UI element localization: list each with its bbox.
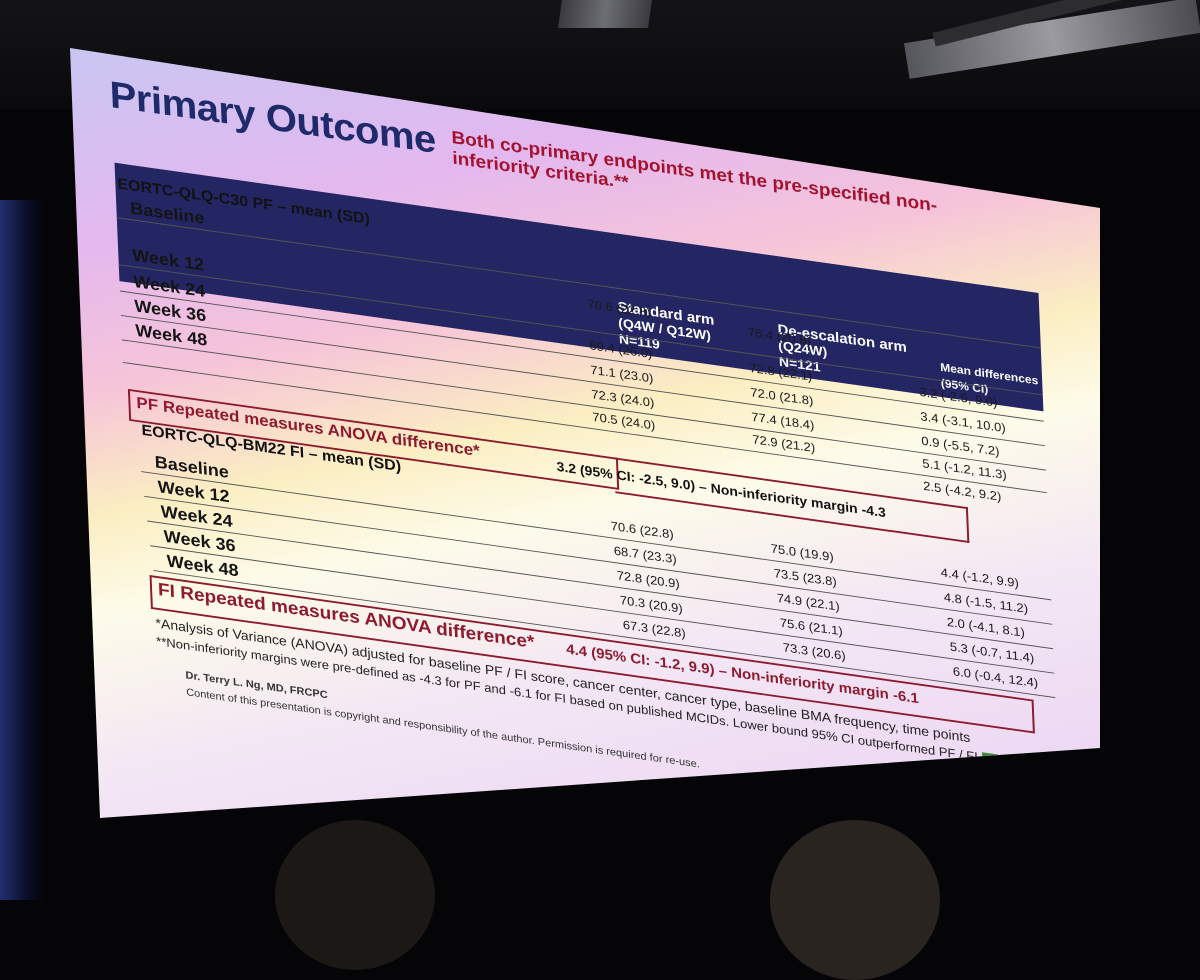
cell-standard: 68.7 (23.3) xyxy=(613,543,677,567)
cell-standard: 71.1 (23.0) xyxy=(590,362,654,386)
audience-head xyxy=(770,820,940,980)
cell-deesc: 75.6 (21.1) xyxy=(779,615,843,639)
cell-deesc: 72.8 (22.1) xyxy=(749,360,813,384)
cell-deesc: 72.0 (21.8) xyxy=(750,384,814,408)
cell-standard: 70.3 (20.9) xyxy=(619,592,683,616)
stage-light xyxy=(0,200,45,900)
projection-screen: Primary Outcome Both co-primary endpoint… xyxy=(70,48,1100,818)
logo-suffix: congress xyxy=(1047,757,1085,773)
audience-head xyxy=(275,820,435,970)
cell-deesc: 73.3 (20.6) xyxy=(782,640,846,663)
cell-deesc: 73.5 (23.8) xyxy=(773,565,837,589)
cell-deesc: 75.0 (19.9) xyxy=(770,541,834,565)
esmo-logo-mark: BERLIN 2024 xyxy=(982,752,999,772)
cell-standard: 70.6 (22.8) xyxy=(610,518,674,542)
esmo-logo: BERLIN 2024 ESMO congress xyxy=(982,748,1085,785)
cell-standard: 72.8 (20.9) xyxy=(616,568,680,591)
logo-brand: ESMO xyxy=(1001,753,1062,783)
slide: Primary Outcome Both co-primary endpoint… xyxy=(70,48,1100,818)
cell-standard: 67.3 (22.8) xyxy=(622,617,686,641)
ceiling-beam xyxy=(558,0,652,28)
cell-deesc: 74.9 (22.1) xyxy=(776,590,840,614)
logo-city: BERLIN 2024 xyxy=(983,758,998,769)
cell-standard: 69.4 (26.0) xyxy=(589,337,653,361)
